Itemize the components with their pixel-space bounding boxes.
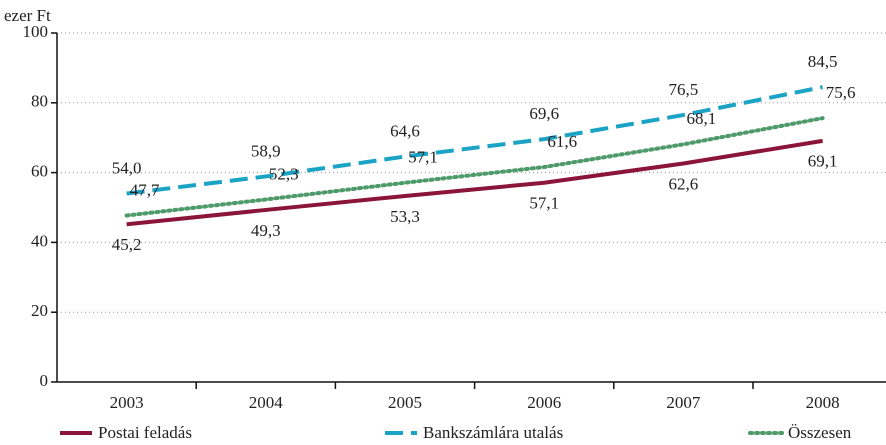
data-label: 45,2 — [112, 235, 142, 254]
data-label: 52,3 — [269, 164, 299, 183]
data-label: 54,0 — [112, 158, 142, 177]
x-tick-label: 2008 — [806, 393, 840, 412]
data-label: 84,5 — [808, 52, 838, 71]
data-label: 68,1 — [687, 109, 717, 128]
y-tick-label: 100 — [23, 22, 49, 41]
data-label: 76,5 — [669, 80, 699, 99]
y-tick-label: 20 — [31, 301, 48, 320]
data-label: 61,6 — [547, 132, 577, 151]
data-label: 57,1 — [529, 194, 559, 213]
x-tick-label: 2006 — [527, 393, 561, 412]
data-label: 69,1 — [808, 152, 838, 171]
legend-label: Bankszámlára utalás — [423, 423, 563, 442]
y-tick-label: 60 — [31, 162, 48, 181]
y-tick-label: 0 — [40, 371, 49, 390]
data-label: 69,6 — [529, 104, 559, 123]
y-tick-label: 40 — [31, 231, 48, 250]
x-tick-label: 2004 — [249, 393, 284, 412]
series-line — [126, 138, 823, 227]
y-tick-label: 80 — [31, 92, 48, 111]
legend-label: Összesen — [788, 423, 852, 442]
data-label: 64,6 — [390, 121, 420, 140]
legend-label: Postai feladás — [98, 423, 192, 442]
data-label: 49,3 — [251, 221, 281, 240]
data-label: 47,7 — [130, 180, 160, 199]
y-axis-label: ezer Ft — [4, 6, 51, 25]
data-label: 57,1 — [408, 148, 438, 167]
series-line — [126, 85, 823, 196]
x-tick-label: 2003 — [110, 393, 144, 412]
data-label: 62,6 — [669, 174, 699, 193]
data-label: 75,6 — [826, 83, 856, 102]
data-label: 58,9 — [251, 141, 281, 160]
x-tick-label: 2007 — [666, 393, 701, 412]
series-line — [124, 116, 825, 218]
x-tick-label: 2005 — [388, 393, 422, 412]
data-label: 53,3 — [390, 207, 420, 226]
